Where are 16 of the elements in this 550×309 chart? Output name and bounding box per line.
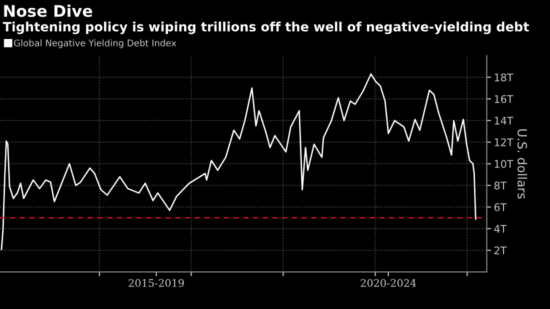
x-tick-label: 2015-2019: [128, 279, 184, 287]
y-tick-label: 12T: [494, 138, 514, 146]
y-tick-label: 2T: [494, 246, 507, 254]
chart-subtitle: Tightening policy is wiping trillions off the well of negative-yielding debt: [2, 22, 529, 34]
legend-label: Global Negative Yielding Debt Index: [14, 39, 176, 48]
y-tick-label: 6T: [494, 203, 507, 212]
y-tick-label: 16T: [494, 95, 514, 103]
y-tick-label: 10T: [494, 160, 514, 168]
y-tick-label: 8T: [494, 182, 507, 190]
y-tick-label: 4T: [494, 225, 507, 233]
line-series: [0, 73, 476, 250]
x-tick-label: 2020-2024: [360, 279, 416, 287]
y-tick-label: 18T: [494, 73, 514, 82]
y-axis-title: U.S. dollars: [518, 129, 528, 199]
y-tick-label: 14T: [494, 116, 514, 124]
chart-title: Nose Dive: [4, 4, 92, 17]
